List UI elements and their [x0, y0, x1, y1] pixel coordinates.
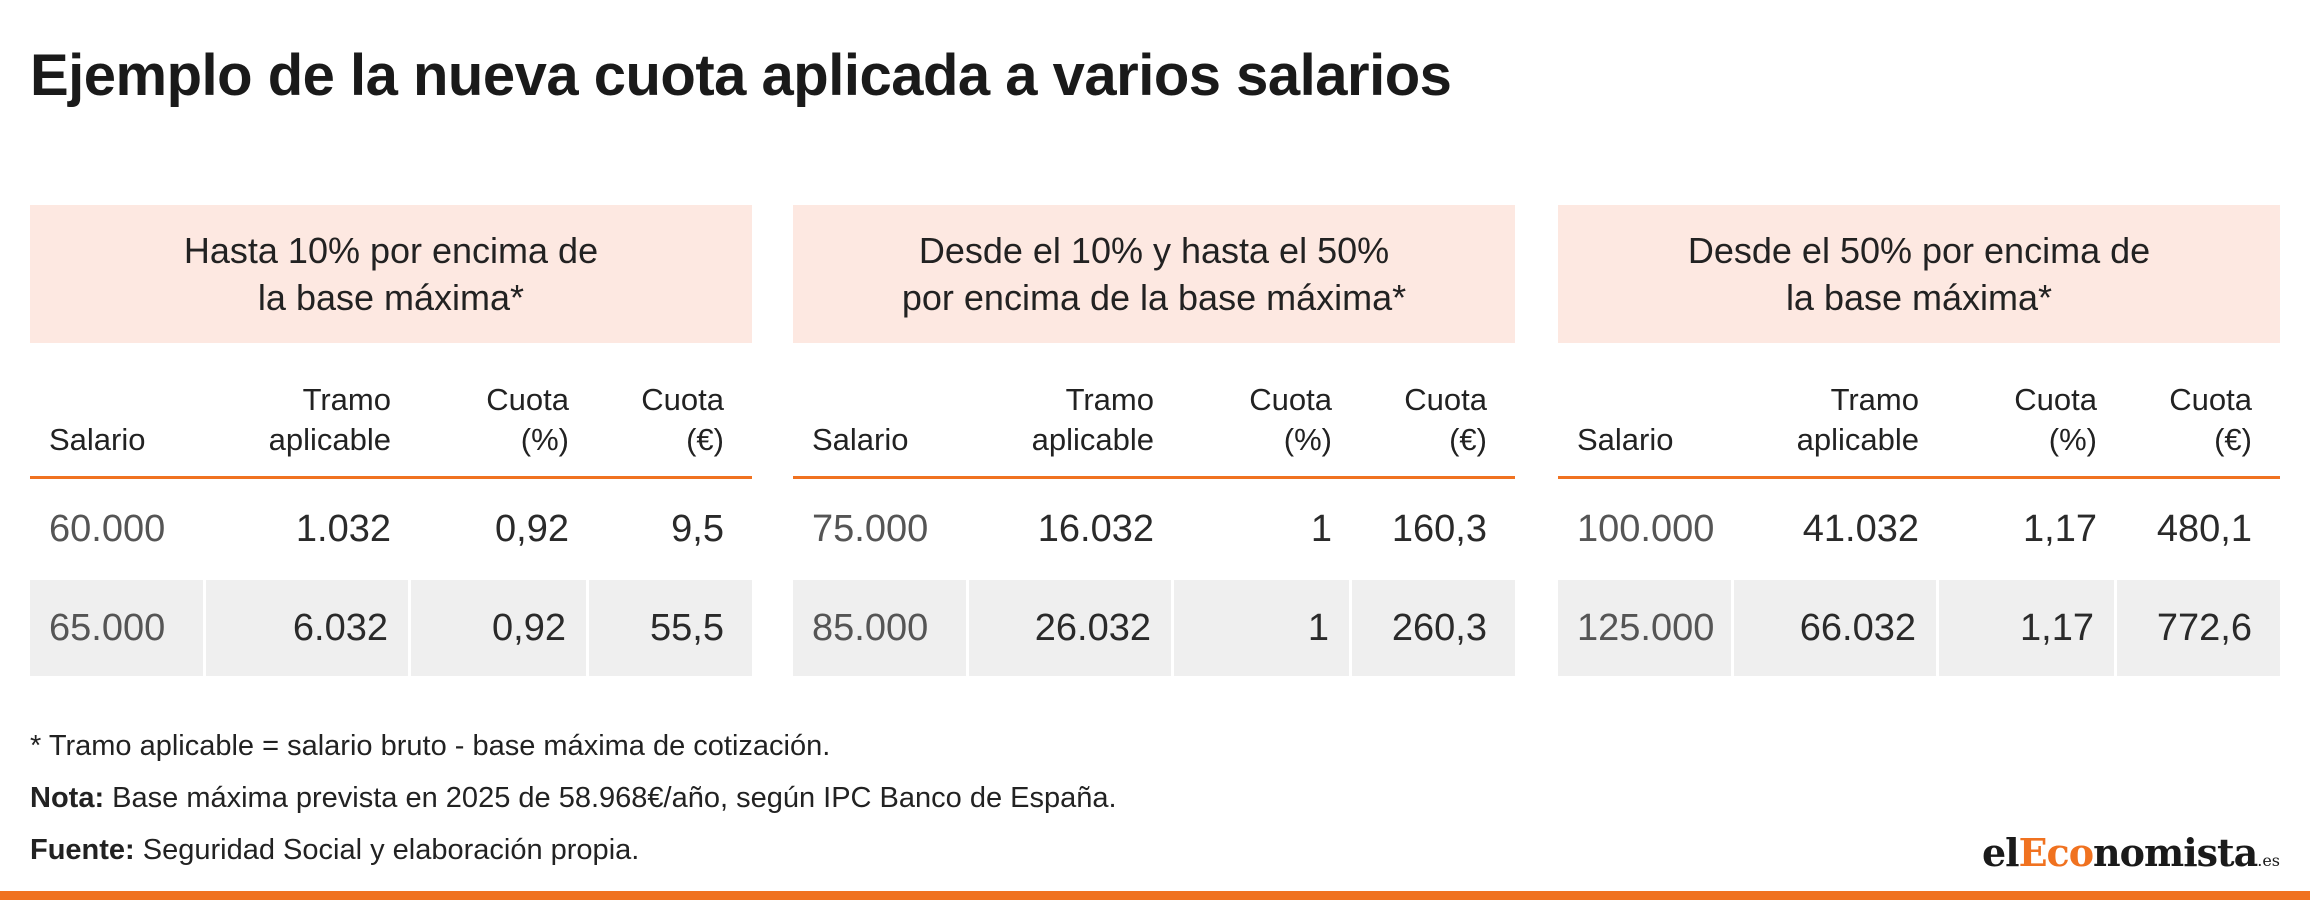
col-header-line: Tramo	[1830, 382, 1919, 417]
cell-salario: 125.000	[1558, 580, 1734, 676]
col-header-line: Cuota	[1249, 382, 1332, 417]
col-header-salario: Salario	[30, 420, 206, 460]
cell-tramo: 16.032	[1037, 507, 1154, 550]
column-headers: Salario Tramo aplicable Cuota (%) Cuota (€)	[30, 382, 752, 479]
col-header-line: Cuota	[2014, 382, 2097, 417]
eleconomista-logo: elEconomista.es	[1982, 830, 2280, 875]
col-header-line: (€)	[2214, 422, 2252, 457]
cell-salario: 85.000	[793, 580, 969, 676]
table-row: 65.000 6.032 0,92 55,5	[30, 580, 752, 676]
col-header-salario: Salario	[793, 420, 969, 460]
cell-salario: 65.000	[30, 580, 206, 676]
logo-part: Eco	[2018, 830, 2094, 875]
cell-cuota-eur: 260,3	[1352, 580, 1515, 676]
block-header-line: Desde el 10% y hasta el 50%	[918, 230, 1390, 271]
footnote: * Tramo aplicable = salario bruto - base…	[30, 730, 831, 762]
col-header-line: (%)	[1283, 422, 1332, 457]
source-line: Fuente: Seguridad Social y elaboración p…	[30, 834, 639, 867]
column-headers: Salario Tramo aplicable Cuota (%) Cuota (€)	[793, 382, 1515, 479]
col-header-line: Tramo	[1065, 382, 1154, 417]
page-title: Ejemplo de la nueva cuota aplicada a var…	[30, 43, 1452, 108]
col-header-line: Cuota	[641, 382, 724, 417]
col-header-line: (%)	[520, 422, 569, 457]
cell-cuota-eur: 160,3	[1391, 507, 1487, 550]
col-header-cuota-pct: Cuota (%)	[411, 380, 589, 460]
col-header-cuota-pct: Cuota (%)	[1939, 380, 2117, 460]
col-header-tramo: Tramo aplicable	[206, 380, 411, 460]
table-row: 60.000 1.032 0,92 9,5	[30, 481, 752, 577]
cell-tramo: 26.032	[969, 580, 1174, 676]
col-header-line: (€)	[1449, 422, 1487, 457]
col-header-salario: Salario	[1558, 420, 1734, 460]
col-header-line: Salario	[49, 422, 146, 457]
col-header-line: Cuota	[2169, 382, 2252, 417]
cell-cuota-pct: 0,92	[495, 507, 569, 550]
note-line: Nota: Base máxima prevista en 2025 de 58…	[30, 782, 1117, 815]
cell-salario: 75.000	[812, 507, 929, 550]
block-header: Desde el 10% y hasta el 50% por encima d…	[793, 205, 1515, 343]
cell-cuota-eur: 55,5	[589, 580, 752, 676]
col-header-line: (%)	[2048, 422, 2097, 457]
column-headers: Salario Tramo aplicable Cuota (%) Cuota (€)	[1558, 382, 2280, 479]
cell-tramo: 66.032	[1734, 580, 1939, 676]
cell-salario: 100.000	[1577, 507, 1715, 550]
cell-cuota-pct: 1	[1310, 507, 1332, 550]
source-text: Seguridad Social y elaboración propia.	[134, 834, 640, 866]
bottom-accent-bar	[0, 891, 2310, 900]
col-header-cuota-pct: Cuota (%)	[1174, 380, 1352, 460]
cell-cuota-eur: 9,5	[671, 507, 724, 550]
col-header-tramo: Tramo aplicable	[969, 380, 1174, 460]
table-block-2: Desde el 10% y hasta el 50% por encima d…	[793, 205, 1515, 676]
note-label: Nota:	[30, 782, 105, 814]
block-header: Desde el 50% por encima de la base máxim…	[1558, 205, 2280, 343]
cell-tramo: 6.032	[206, 580, 411, 676]
col-header-tramo: Tramo aplicable	[1734, 380, 1939, 460]
table-block-1: Hasta 10% por encima de la base máxima* …	[30, 205, 752, 676]
block-header-line: Desde el 50% por encima de	[1687, 230, 2151, 271]
col-header-cuota-eur: Cuota (€)	[1352, 380, 1515, 460]
table-block-3: Desde el 50% por encima de la base máxim…	[1558, 205, 2280, 676]
block-header-line: la base máxima*	[257, 277, 525, 318]
logo-part: el	[1981, 830, 2020, 875]
col-header-line: aplicable	[1796, 422, 1919, 457]
source-label: Fuente:	[30, 834, 135, 866]
cell-cuota-pct: 1	[1174, 580, 1352, 676]
table-row: 75.000 16.032 1 160,3	[793, 481, 1515, 577]
col-header-line: Cuota	[1404, 382, 1487, 417]
col-header-line: Salario	[812, 422, 909, 457]
cell-cuota-pct: 0,92	[411, 580, 589, 676]
block-header-line: Hasta 10% por encima de	[183, 230, 599, 271]
logo-tld: .es	[2257, 851, 2280, 870]
cell-cuota-pct: 1,17	[1939, 580, 2117, 676]
cell-salario: 60.000	[49, 507, 166, 550]
block-header-line: por encima de la base máxima*	[901, 277, 1407, 318]
col-header-line: (€)	[686, 422, 724, 457]
col-header-line: Salario	[1577, 422, 1674, 457]
col-header-cuota-eur: Cuota (€)	[589, 380, 752, 460]
col-header-line: Tramo	[302, 382, 391, 417]
cell-cuota-eur: 772,6	[2117, 580, 2280, 676]
col-header-line: Cuota	[486, 382, 569, 417]
cell-cuota-pct: 1,17	[2023, 507, 2097, 550]
note-text: Base máxima prevista en 2025 de 58.968€/…	[104, 782, 1117, 814]
cell-tramo: 1.032	[295, 507, 391, 550]
logo-part: nomista	[2093, 830, 2258, 875]
block-header-line: la base máxima*	[1785, 277, 2053, 318]
cell-tramo: 41.032	[1802, 507, 1919, 550]
cell-cuota-eur: 480,1	[2156, 507, 2252, 550]
table-row: 125.000 66.032 1,17 772,6	[1558, 580, 2280, 676]
col-header-line: aplicable	[268, 422, 391, 457]
block-header: Hasta 10% por encima de la base máxima*	[30, 205, 752, 343]
col-header-cuota-eur: Cuota (€)	[2117, 380, 2280, 460]
col-header-line: aplicable	[1031, 422, 1154, 457]
table-row: 100.000 41.032 1,17 480,1	[1558, 481, 2280, 577]
table-row: 85.000 26.032 1 260,3	[793, 580, 1515, 676]
